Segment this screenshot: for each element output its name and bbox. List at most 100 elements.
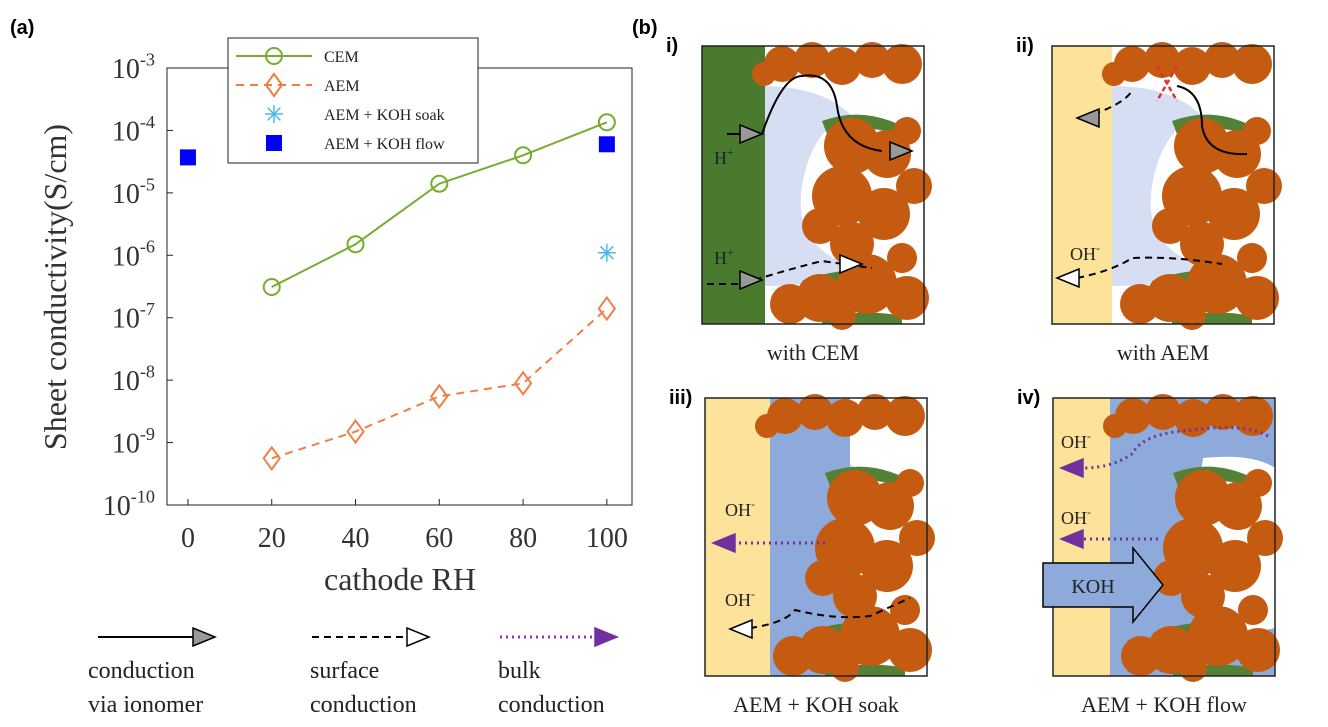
catalyst-particle [858, 188, 910, 240]
ion-label-base: H [714, 248, 727, 268]
diagram: ii) with AEM OH- [1016, 35, 1282, 365]
marker [597, 243, 616, 262]
catalyst-particle [1145, 394, 1181, 430]
arrow-head [1059, 528, 1084, 550]
arrow-head [839, 253, 864, 275]
ion-label: H+ [714, 146, 734, 168]
conduction-path [1176, 85, 1248, 156]
legend-box [227, 37, 479, 164]
y-axis-label: Sheet conductivity(S/cm) [37, 124, 73, 450]
legend-text: conduction [498, 692, 605, 718]
diagram-frame [704, 397, 928, 677]
diagram-frame [1052, 397, 1276, 677]
y-tick-label-base: 10 [112, 366, 140, 397]
x-tick-label: 0 [181, 523, 195, 554]
diagram-frame [701, 45, 925, 325]
catalyst-particle [837, 254, 897, 314]
ion-label-base: OH [725, 500, 751, 520]
y-tick-label: 10-3 [112, 49, 155, 85]
marker [179, 149, 196, 166]
legend-text: bulk [498, 658, 541, 684]
y-tick-label: 10-5 [112, 174, 155, 210]
diagram-frame [1051, 45, 1275, 325]
catalyst-particle [885, 396, 925, 436]
catalyst-particle [1238, 595, 1268, 625]
arrow-head [711, 532, 736, 554]
marker [262, 445, 281, 471]
catalyst-particle [1247, 520, 1283, 556]
catalyst-particle [1173, 47, 1211, 85]
catalyst-particle [1102, 62, 1126, 86]
legend-label: AEM [324, 78, 360, 95]
conduction-path [1082, 426, 1269, 470]
catalyst-particle [755, 414, 779, 438]
ion-label-sup: - [1087, 430, 1091, 443]
x-tick-label: 20 [258, 523, 286, 554]
catalyst-particle [882, 44, 922, 84]
ion-label-sup: - [1087, 506, 1091, 519]
legend-label: AEM + KOH soak [324, 107, 445, 124]
y-tick-label-base: 10 [112, 304, 140, 335]
series-line [271, 121, 608, 288]
catalyst-particle [1205, 394, 1241, 430]
y-tick-label: 10-4 [112, 112, 155, 148]
legend-text: conduction [88, 658, 195, 684]
legend-text: surface [310, 658, 379, 684]
y-tick-label-base: 10 [112, 241, 140, 272]
legend-text: via ionomer [88, 692, 203, 718]
arrow-head [739, 269, 764, 291]
series-line [271, 307, 608, 460]
panel-label: (b) [632, 17, 658, 39]
marker [598, 136, 615, 153]
legend-marker [264, 72, 284, 98]
conduction-path [1076, 256, 1223, 279]
diagram-caption: with CEM [767, 340, 859, 365]
panel-label: (a) [10, 17, 34, 39]
marker [430, 383, 449, 410]
catalyst-particle [1103, 414, 1127, 438]
catalyst-particle [890, 595, 920, 625]
diagram-label: iv) [1017, 387, 1040, 409]
catalyst-particle [1233, 396, 1273, 436]
y-tick-label: 10-7 [112, 299, 155, 335]
catalyst-particle [1208, 188, 1260, 240]
catalyst-particle [896, 469, 924, 497]
catalyst-particle [1188, 606, 1248, 666]
catalyst-particle [887, 243, 917, 273]
arrow-head [406, 626, 431, 648]
y-tick-label-sup: -6 [140, 237, 155, 257]
catalyst-particle [899, 520, 935, 556]
catalyst-particle [797, 394, 833, 430]
arrow-head [739, 123, 764, 145]
y-tick-label-sup: -10 [131, 486, 155, 506]
catalyst-particle [802, 208, 838, 244]
catalyst-particle [1209, 540, 1261, 592]
arrow-head [192, 626, 217, 648]
ion-label-base: OH [1070, 244, 1096, 264]
arrow-head [1075, 107, 1100, 129]
legend-marker [266, 135, 282, 151]
catalyst-particle [896, 168, 932, 204]
legend-marker [265, 105, 283, 123]
ion-label-base: OH [1061, 432, 1087, 452]
ion-label: OH- [725, 498, 755, 520]
marker [513, 370, 533, 397]
conduction-path [727, 74, 883, 152]
y-tick-label-base: 10 [112, 116, 140, 147]
catalyst-particle [1178, 302, 1206, 330]
catalyst-particle [1244, 469, 1272, 497]
catalyst-particle [831, 654, 859, 682]
y-tick-label: 10-10 [103, 486, 155, 522]
ion-label-base: OH [1061, 508, 1087, 528]
blocked [1155, 65, 1179, 102]
catalyst-particle [752, 62, 776, 86]
diagram-label: iii) [669, 387, 692, 409]
legend-label: CEM [324, 49, 359, 66]
x-tick-label: 100 [586, 523, 628, 554]
y-tick-label-sup: -5 [140, 174, 155, 194]
ion-label: OH- [1061, 506, 1091, 528]
catalyst-particle [794, 42, 830, 78]
ion-label-sup: - [751, 498, 755, 511]
